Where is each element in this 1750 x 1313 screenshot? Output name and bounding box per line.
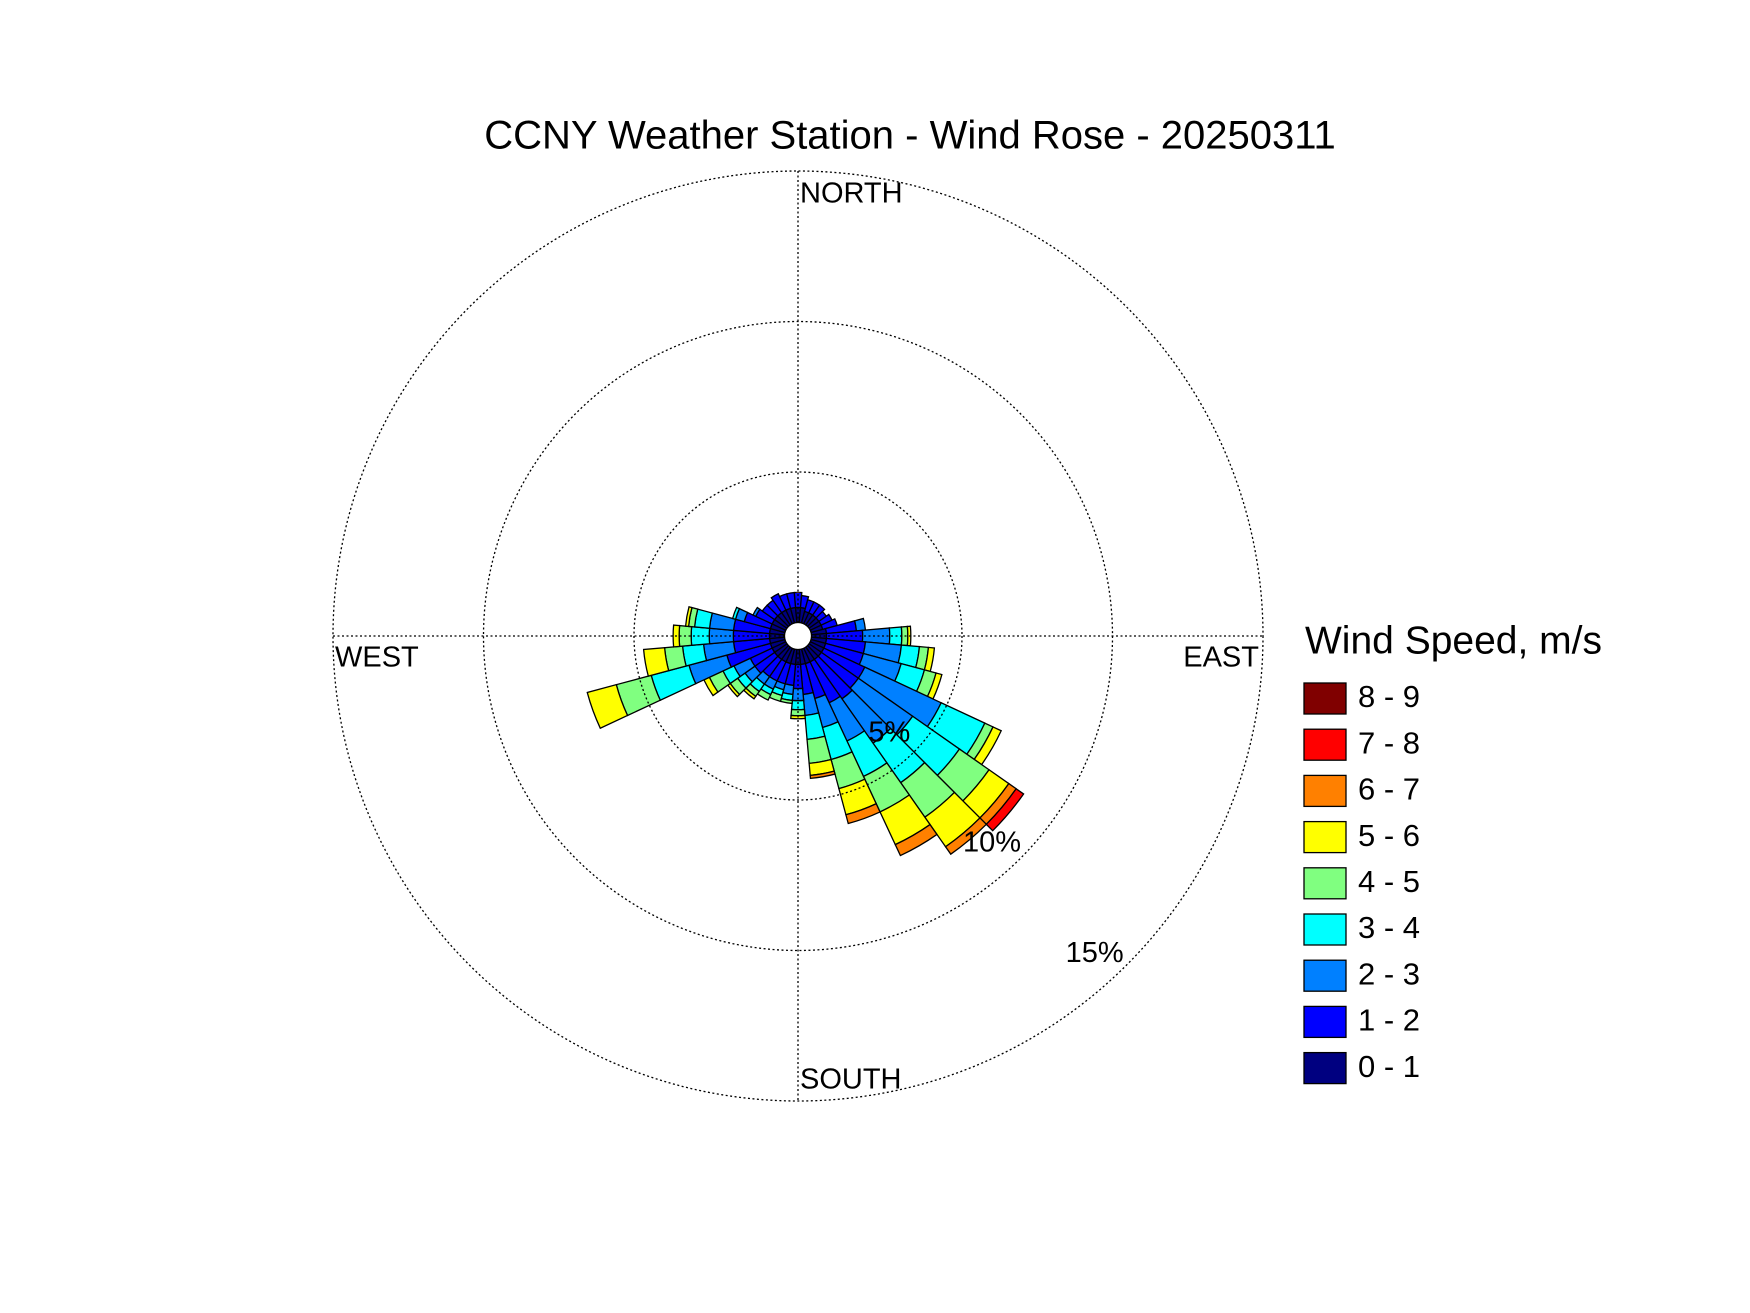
- legend-label: 0 - 1: [1358, 1049, 1420, 1084]
- legend-label: 3 - 4: [1358, 910, 1420, 945]
- legend-label: 2 - 3: [1358, 956, 1420, 991]
- legend-label: 8 - 9: [1358, 679, 1420, 714]
- wedge: [770, 592, 787, 614]
- direction-label: NORTH: [800, 178, 903, 210]
- wedge: [731, 606, 741, 621]
- wedge: [811, 604, 826, 619]
- legend-label: 5 - 6: [1358, 818, 1420, 853]
- ring-label: 15%: [1066, 937, 1124, 969]
- chart-title: CCNY Weather Station - Wind Rose - 20250…: [484, 114, 1336, 158]
- legend-swatch: [1303, 1051, 1347, 1085]
- wedge: [894, 823, 938, 857]
- legend-label: 4 - 5: [1358, 864, 1420, 899]
- legend-swatch: [1303, 913, 1347, 946]
- legend-swatch: [1303, 867, 1347, 900]
- wedge: [586, 683, 629, 730]
- grid-ring: [633, 471, 963, 801]
- legend-swatch: [1303, 774, 1347, 808]
- wedge: [684, 606, 693, 628]
- wedge: [752, 606, 761, 618]
- direction-label: EAST: [1183, 642, 1259, 674]
- legend-swatch: [1303, 820, 1347, 854]
- legend-label: 7 - 8: [1358, 725, 1420, 760]
- wedge: [708, 612, 737, 632]
- legend-label: 6 - 7: [1358, 772, 1420, 807]
- legend-swatch: [1303, 728, 1347, 761]
- wedge: [799, 594, 810, 610]
- direction-label: SOUTH: [800, 1064, 902, 1096]
- legend-label: 1 - 2: [1358, 1003, 1420, 1038]
- wedge: [809, 770, 836, 780]
- legend-swatch: [1303, 1005, 1347, 1039]
- wedge: [845, 802, 881, 825]
- legend-swatch: [1303, 959, 1347, 992]
- wedge: [944, 817, 988, 856]
- ring-label: 5%: [868, 717, 910, 749]
- legend-title: Wind Speed, m/s: [1305, 619, 1602, 662]
- center-hole: [783, 621, 813, 651]
- legend-swatch: [1303, 682, 1347, 715]
- wedge: [853, 617, 867, 632]
- wedge: [785, 591, 797, 610]
- wedge: [642, 646, 670, 677]
- ring-label: 10%: [963, 827, 1021, 859]
- grid-ring: [332, 170, 1264, 1102]
- direction-label: WEST: [335, 642, 419, 674]
